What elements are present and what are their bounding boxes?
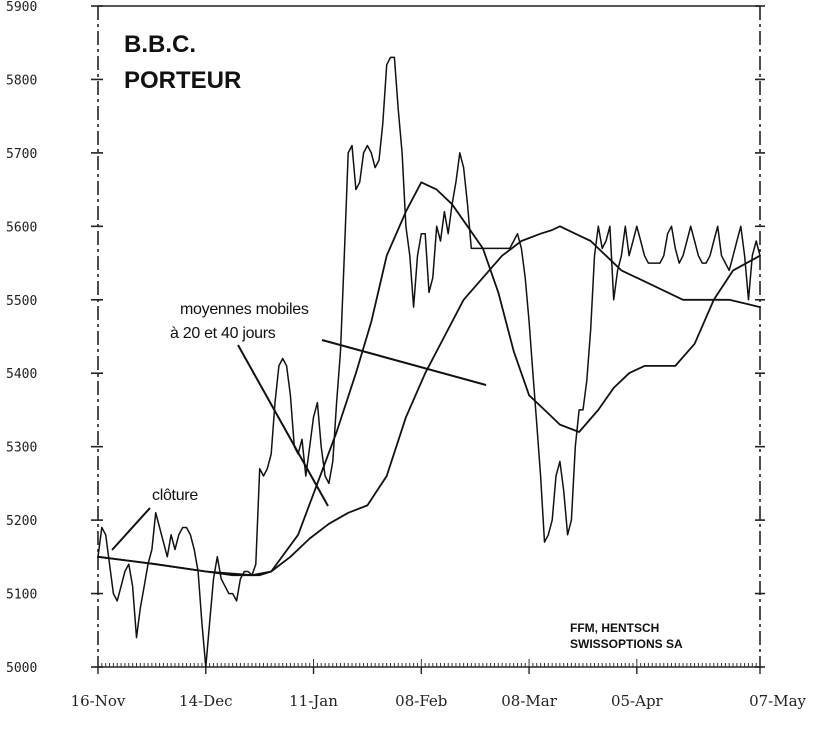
source-line-1: FFM, HENTSCH — [570, 621, 659, 635]
y-axis: 5900 5800 5700 5600 5500 5400 5300 5200 5100 5000 — [6, 0, 765, 676]
y-tick-label: 5900 — [6, 0, 37, 15]
pointer-line-to-ma40 — [321, 339, 487, 386]
x-axis: 16-Nov 14-Dec 11-Jan 08-Feb 08-Mar 05-Apr 07-M… — [71, 667, 807, 710]
x-tick-label: 11-Jan — [289, 692, 338, 710]
annotation-moving-averages-periods: à 20 et 40 jours — [170, 325, 276, 342]
y-tick-label: 5100 — [6, 588, 37, 603]
x-tick-label: 16-Nov — [71, 692, 126, 710]
series-line-ma20 — [97, 181, 761, 577]
series-line-close — [97, 56, 761, 668]
x-tick-label: 05-Apr — [611, 692, 664, 710]
y-tick-label: 5800 — [6, 73, 37, 88]
annotation-moving-averages: moyennes mobiles — [180, 301, 309, 318]
x-tick-label: 07-May — [749, 692, 806, 710]
y-tick-label: 5300 — [6, 441, 37, 456]
x-tick-label: 08-Mar — [501, 692, 557, 710]
x-tick-label: 14-Dec — [179, 692, 232, 710]
pointer-line-to-close — [111, 507, 151, 551]
series-layer — [97, 56, 761, 668]
x-tick-label: 08-Feb — [395, 692, 447, 710]
annotation-close: clôture — [152, 487, 198, 504]
plot-frame — [97, 5, 761, 668]
series-line-ma40 — [97, 225, 761, 577]
source-line-2: SWISSOPTIONS SA — [570, 637, 683, 651]
y-tick-label: 5700 — [6, 147, 37, 162]
chart-subtitle: PORTEUR — [124, 67, 241, 94]
y-tick-label: 5600 — [6, 220, 37, 235]
y-tick-label: 5200 — [6, 514, 37, 529]
chart-title: B.B.C. — [124, 31, 196, 58]
y-tick-label: 5500 — [6, 294, 37, 309]
pointer-line-to-ma20 — [237, 344, 329, 507]
y-tick-label: 5400 — [6, 367, 37, 382]
y-tick-label: 5000 — [6, 661, 37, 676]
